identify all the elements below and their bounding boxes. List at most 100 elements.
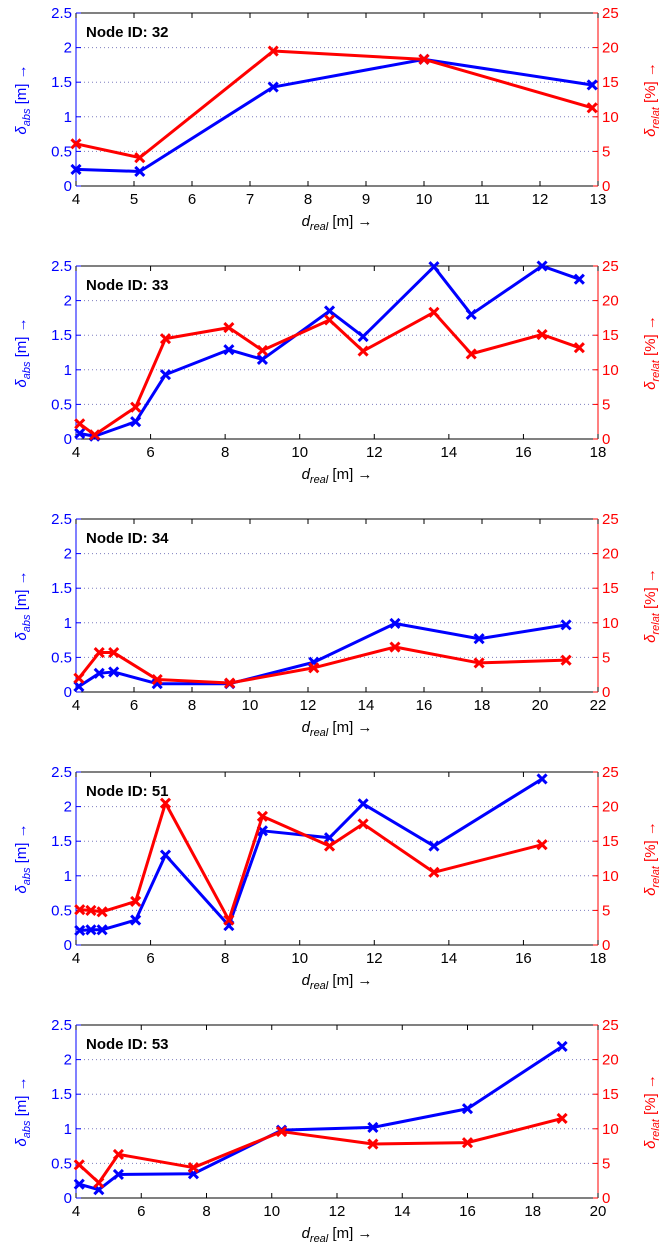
- relat-series-point: [130, 895, 142, 907]
- y-axis-right-label-sub: relat: [650, 612, 662, 634]
- abs-series-point: [130, 416, 142, 428]
- relat-series-point: [560, 654, 572, 666]
- y-tick-right-label: 5: [602, 902, 610, 919]
- y-axis-left-label-symbol: δ: [13, 126, 30, 135]
- x-tick-label: 8: [202, 1203, 210, 1220]
- x-axis-label-unit: [m] →: [328, 466, 372, 483]
- relat-series-point: [428, 866, 440, 878]
- abs-series-point: [130, 914, 142, 926]
- x-axis-label: dreal [m] →: [302, 719, 373, 739]
- x-tick-label: 12: [366, 444, 383, 461]
- x-axis-label: dreal [m] →: [302, 972, 373, 992]
- relat-series-point: [89, 429, 101, 441]
- x-tick-label: 12: [329, 1203, 346, 1220]
- abs-series-point: [367, 1121, 379, 1133]
- y-tick-left-label: 2: [64, 40, 72, 57]
- abs-series-point: [73, 680, 85, 693]
- y-axis-right-label-symbol: δ: [642, 1140, 659, 1149]
- y-tick-left-label: 2: [64, 293, 72, 310]
- x-axis-label-sub: real: [310, 727, 329, 739]
- x-tick-label: 6: [130, 697, 138, 714]
- y-axis-right-label-sub: relat: [650, 359, 662, 381]
- x-axis-label: dreal [m] →: [302, 466, 373, 486]
- x-tick-label: 18: [474, 697, 491, 714]
- y-tick-left-label: 0: [64, 937, 72, 954]
- x-tick-label: 10: [291, 950, 308, 967]
- y-tick-right-label: 0: [602, 937, 610, 954]
- y-axis-left-label-unit: [m] →: [13, 570, 30, 614]
- x-tick-label: 16: [459, 1203, 476, 1220]
- abs-series-point: [93, 667, 105, 679]
- chart-panel-2: 4 6 8 10 12 14 16 1800.511.522.50510152025Node …: [13, 258, 662, 486]
- y-tick-right-label: 20: [602, 799, 619, 816]
- x-axis-label-unit: [m] →: [328, 1225, 372, 1242]
- relat-series-point: [74, 418, 86, 430]
- abs-series-point: [461, 1103, 474, 1115]
- y-axis-left-label: δabs [m] →: [13, 823, 33, 893]
- abs-series-point: [96, 924, 108, 936]
- y-tick-left-label: 1: [64, 362, 72, 379]
- x-axis-label-sub: real: [310, 474, 329, 486]
- y-tick-left-label: 2.5: [51, 1017, 72, 1034]
- x-tick-label: 14: [441, 950, 458, 967]
- abs-series-point: [112, 1168, 124, 1181]
- relat-series-point: [73, 672, 85, 684]
- y-axis-right-label: δrelat [%] →: [642, 1074, 662, 1149]
- abs-series-point: [159, 369, 172, 381]
- y-axis-right-label-unit: [%] →: [642, 821, 659, 866]
- x-tick-label: 10: [291, 444, 308, 461]
- x-tick-label: 20: [532, 697, 549, 714]
- y-axis-right-label: δrelat [%] →: [642, 62, 662, 137]
- relat-series-point: [556, 1112, 568, 1124]
- y-tick-right-label: 25: [602, 1017, 619, 1034]
- relat-series-point: [357, 345, 369, 357]
- y-axis-left-label: δabs [m] →: [13, 317, 33, 387]
- y-tick-left-label: 2.5: [51, 764, 72, 781]
- y-tick-right-label: 0: [602, 431, 610, 448]
- y-tick-left-label: 0.5: [51, 649, 72, 666]
- abs-series-point: [556, 1040, 568, 1053]
- y-axis-right-label: δrelat [%] →: [642, 568, 662, 643]
- relat-series-point: [130, 401, 142, 413]
- x-axis-label-symbol: d: [302, 466, 311, 483]
- abs-series-point: [108, 666, 120, 678]
- x-tick-label: 8: [188, 697, 196, 714]
- x-tick-label: 4: [72, 697, 80, 714]
- x-tick-label: 10: [263, 1203, 280, 1220]
- abs-series-point: [159, 849, 172, 861]
- relat-series-point: [159, 333, 172, 345]
- y-tick-right-label: 5: [602, 143, 610, 160]
- chart-panel-4: 4 6 8 10 12 14 16 1800.511.522.50510152025Node …: [13, 764, 662, 992]
- y-tick-right-label: 0: [602, 684, 610, 701]
- x-axis-label: dreal [m] →: [302, 1225, 373, 1245]
- y-tick-right-label: 20: [602, 293, 619, 310]
- x-tick-label: 4: [72, 950, 80, 967]
- chart-panel-1: 4 5 6 7 8 9 10 11 12 1300.511.522.50510152025Node…: [13, 5, 662, 233]
- x-tick-label: 16: [515, 950, 532, 967]
- chart-panel-3: 4 6 8 10 12 14 16 18 20 2200.511.522.50510152025N…: [13, 511, 662, 739]
- relat-series-point: [536, 839, 548, 851]
- x-tick-label: 8: [221, 950, 229, 967]
- chart-panel-5: 4 6 8 10 12 14 16 18 2000.511.522.50510152025Nod…: [13, 1017, 662, 1245]
- relat-series-line: [75, 49, 593, 160]
- relat-series-point: [108, 646, 120, 659]
- y-axis-left-label-sub: abs: [21, 361, 33, 379]
- y-tick-left-label: 1: [64, 868, 72, 885]
- y-axis-right-label-symbol: δ: [642, 128, 659, 137]
- x-tick-label: 14: [358, 697, 375, 714]
- relat-series-point: [256, 344, 268, 356]
- y-tick-right-label: 10: [602, 109, 619, 126]
- y-tick-left-label: 2.5: [51, 511, 72, 528]
- y-tick-right-label: 15: [602, 1086, 619, 1103]
- y-axis-right-label-symbol: δ: [642, 887, 659, 896]
- y-axis-left-label-unit: [m] →: [13, 317, 30, 361]
- relat-series-point: [357, 818, 369, 830]
- x-tick-label: 22: [590, 697, 607, 714]
- relat-series-point: [224, 677, 236, 689]
- y-tick-right-label: 20: [602, 1052, 619, 1069]
- y-axis-left-label-sub: abs: [21, 614, 33, 632]
- x-tick-label: 6: [137, 1203, 145, 1220]
- y-axis-right-label: δrelat [%] →: [642, 821, 662, 896]
- y-tick-left-label: 1.5: [51, 1086, 72, 1103]
- x-tick-label: 20: [590, 1203, 607, 1220]
